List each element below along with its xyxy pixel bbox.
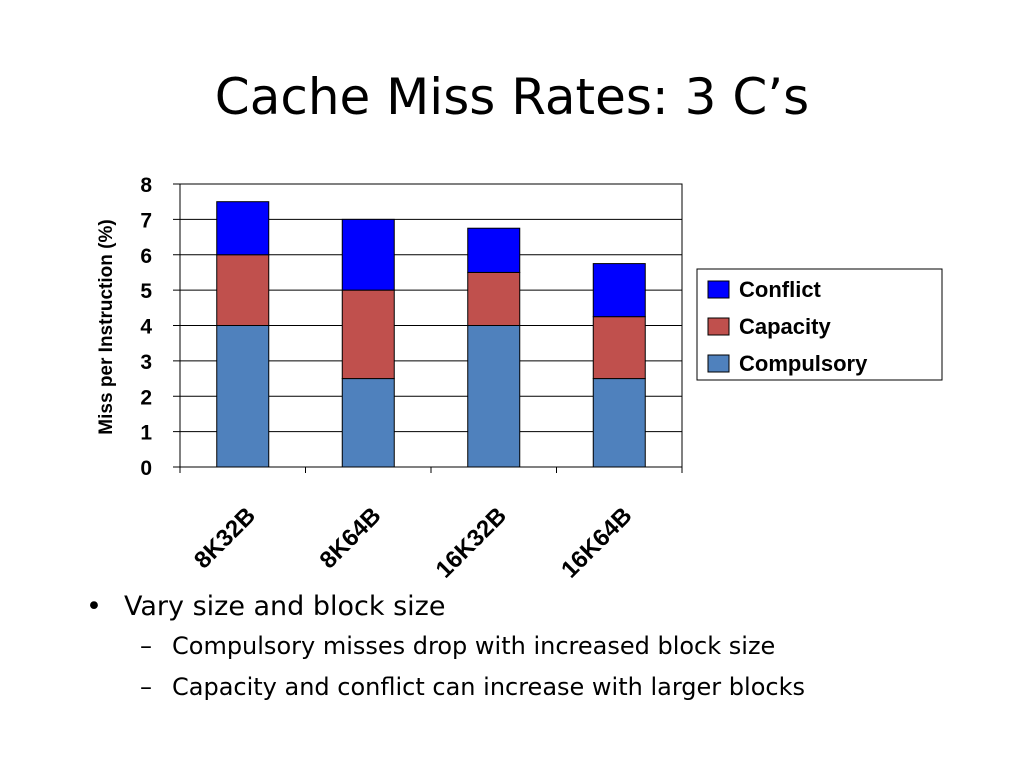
y-tick-label: 7 (140, 209, 152, 232)
bars (216, 201, 646, 468)
bar-segment-conflict (216, 201, 270, 256)
y-tick-label: 2 (140, 386, 152, 409)
y-tick-labels: 0 1 2 3 4 5 6 7 8 (140, 174, 152, 480)
legend-swatch-capacity (707, 317, 730, 336)
axes (173, 183, 683, 473)
legend-label-conflict: Conflict (739, 277, 822, 302)
stacked-bar-chart: 0 1 2 3 4 5 6 7 8 8K32B 8K64B 16K32B 16K64B Miss pe… (96, 174, 943, 584)
x-category-label: 8K64B (315, 502, 387, 574)
y-tick-label: 1 (140, 422, 152, 445)
y-tick-label: 0 (140, 457, 152, 480)
bar-segment-capacity (592, 316, 646, 380)
bar-segment-conflict (341, 218, 395, 291)
bar-segment-compulsory (592, 378, 646, 468)
x-category-label: 8K32B (189, 502, 261, 574)
legend: Conflict Capacity Compulsory (696, 268, 943, 381)
bullet-list: Vary size and block sizeCompulsory misse… (86, 588, 986, 708)
bar-segment-conflict (467, 227, 521, 273)
legend-swatch-compulsory (707, 354, 730, 373)
legend-swatch-conflict (707, 280, 730, 299)
x-category-labels: 8K32B 8K64B 16K32B 16K64B (189, 502, 637, 583)
x-category-label: 16K32B (431, 502, 512, 583)
sub-bullet-item: Compulsory misses drop with increased bl… (86, 626, 986, 667)
bar-segment-capacity (341, 289, 395, 380)
legend-label-capacity: Capacity (739, 314, 831, 339)
y-tick-label: 5 (140, 280, 152, 303)
y-tick-label: 3 (140, 351, 152, 374)
y-tick-label: 6 (140, 245, 152, 268)
bar-segment-compulsory (341, 378, 395, 468)
y-axis-label: Miss per Instruction (%) (96, 219, 117, 434)
bar-segment-capacity (467, 271, 521, 326)
bar-segment-capacity (216, 254, 270, 326)
x-category-label: 16K64B (556, 502, 637, 583)
slide-title: Cache Miss Rates: 3 C’s (214, 68, 810, 126)
bar-segment-compulsory (467, 325, 521, 468)
bar-segment-conflict (592, 263, 646, 318)
sub-bullet-item: Capacity and conflict can increase with … (86, 667, 986, 708)
legend-box (696, 268, 943, 381)
legend-label-compulsory: Compulsory (739, 351, 868, 376)
bullet-item: Vary size and block size (86, 588, 986, 626)
y-tick-label: 8 (140, 174, 152, 197)
y-tick-label: 4 (140, 316, 152, 339)
bar-segment-compulsory (216, 325, 270, 468)
